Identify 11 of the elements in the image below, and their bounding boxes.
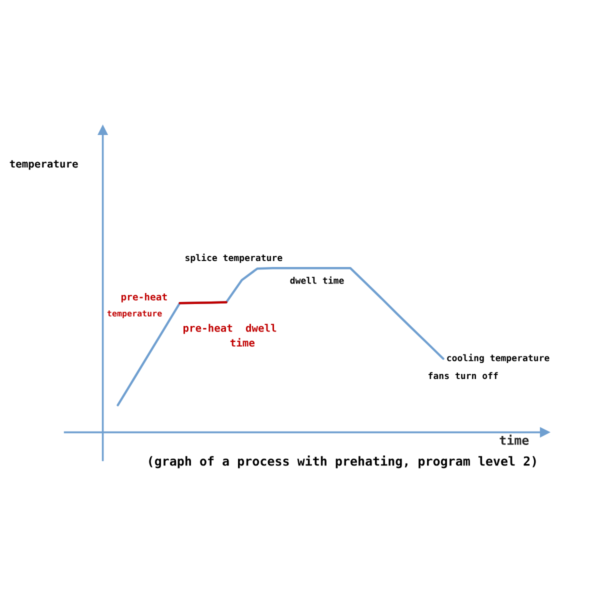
annotation: cooling temperature — [447, 354, 550, 364]
annotation: pre-heat — [121, 292, 167, 302]
text: temperature — [10, 160, 78, 170]
text: (graph of a process with prehating, program level 2) — [149, 455, 536, 468]
text: splice temperature — [186, 254, 282, 263]
annotation: pre-heat dwell — [184, 324, 276, 334]
annotation: fans turn off — [428, 372, 498, 380]
annotation: time — [230, 338, 255, 347]
annotation: dwell time — [290, 276, 344, 284]
x-axis-title: time — [500, 434, 529, 445]
annotation: temperature — [107, 310, 162, 318]
